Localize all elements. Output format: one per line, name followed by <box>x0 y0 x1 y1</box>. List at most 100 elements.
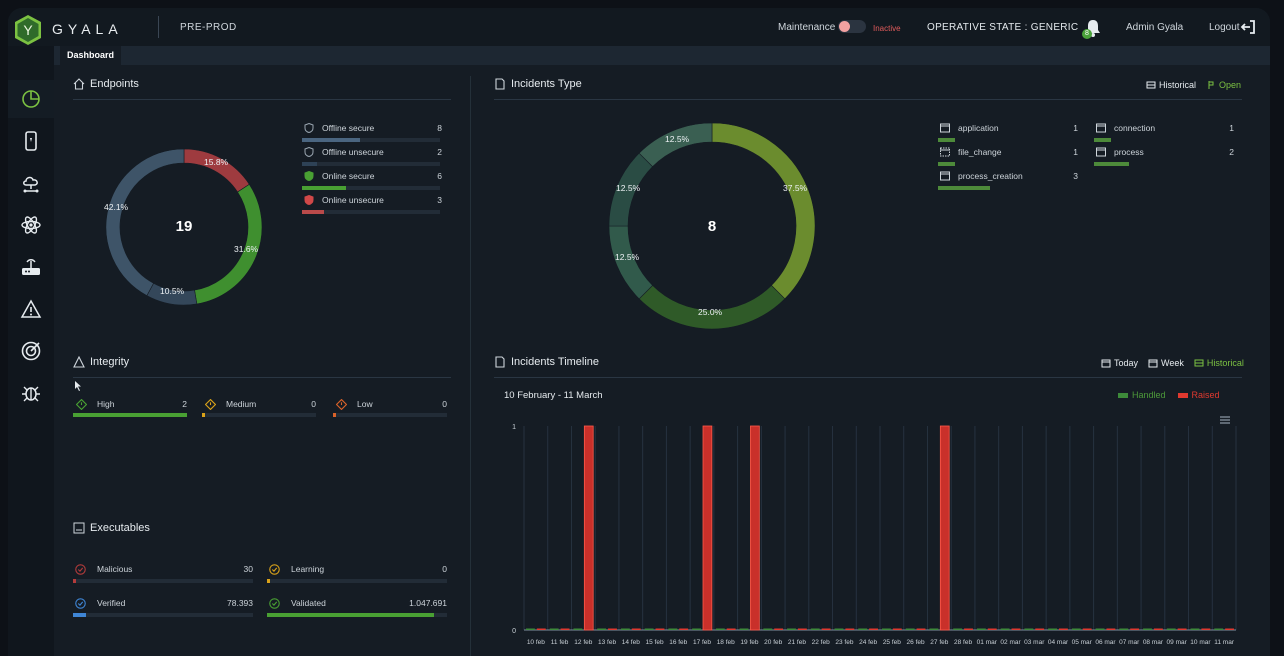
slice-online-unsecure[interactable] <box>183 148 250 193</box>
incident-type-file-change[interactable]: file_change 1 <box>938 147 1078 169</box>
user-name[interactable]: Admin Gyala <box>1126 22 1184 33</box>
bar-raised-06-mar[interactable] <box>1106 628 1116 631</box>
bar-raised-24-feb[interactable] <box>869 628 878 631</box>
bar-handled-24-feb[interactable] <box>858 628 868 631</box>
executables-validated[interactable]: Validated 1.047.691 <box>267 598 447 620</box>
maintenance-toggle[interactable] <box>838 20 866 33</box>
bar-handled-05-mar[interactable] <box>1071 628 1081 631</box>
filter-historical-timeline[interactable]: Historical <box>1194 358 1244 368</box>
bar-raised-19-feb[interactable] <box>750 425 760 631</box>
incident-type-process-creation[interactable]: process_creation 3 <box>938 171 1078 193</box>
endpoint-legend-online-secure[interactable]: Online secure 6 <box>302 171 442 193</box>
bar-handled-13-feb[interactable] <box>597 628 607 631</box>
bar-raised-26-feb[interactable] <box>916 628 926 631</box>
bar-raised-10-mar[interactable] <box>1201 628 1211 631</box>
logout-link[interactable]: Logout <box>1209 22 1240 33</box>
sidebar-item-alerts[interactable] <box>8 290 54 328</box>
bar-handled-12-feb[interactable] <box>573 628 583 631</box>
bar-raised-01-mar[interactable] <box>987 628 997 631</box>
bar-raised-21-feb[interactable] <box>797 628 807 631</box>
integrity-medium[interactable]: Medium 0 <box>202 399 316 419</box>
bar-handled-25-feb[interactable] <box>882 628 891 631</box>
bar-handled-09-mar[interactable] <box>1166 628 1176 631</box>
bar-raised-04-mar[interactable] <box>1059 628 1068 631</box>
bar-raised-18-feb[interactable] <box>726 628 736 631</box>
filter-open[interactable]: Open <box>1206 80 1241 90</box>
bar-raised-08-mar[interactable] <box>1153 628 1163 631</box>
executables-malicious[interactable]: Malicious 30 <box>73 564 253 586</box>
sidebar-item-atom[interactable] <box>8 206 54 244</box>
bar-raised-11-feb[interactable] <box>560 628 570 631</box>
bar-raised-12-feb[interactable] <box>583 425 594 631</box>
sidebar-item-devices[interactable] <box>8 122 54 160</box>
gyala-logo-icon[interactable]: Y <box>14 14 42 46</box>
slice-file-change[interactable] <box>638 122 713 168</box>
bar-raised-07-mar[interactable] <box>1130 628 1140 631</box>
incident-type-connection[interactable]: connection 1 <box>1094 123 1234 145</box>
bar-handled-06-mar[interactable] <box>1095 628 1105 631</box>
legend-raised[interactable]: Raised <box>1177 390 1220 400</box>
bar-handled-03-mar[interactable] <box>1024 628 1034 631</box>
bar-handled-11-mar[interactable] <box>1214 628 1224 631</box>
filter-historical[interactable]: Historical <box>1146 80 1196 90</box>
bar-raised-10-feb[interactable] <box>536 628 546 631</box>
logout-icon[interactable] <box>1240 19 1256 35</box>
bar-handled-28-feb[interactable] <box>953 628 963 631</box>
bar-raised-20-feb[interactable] <box>774 628 784 631</box>
bar-handled-08-mar[interactable] <box>1143 628 1152 631</box>
incident-type-process[interactable]: process 2 <box>1094 147 1234 169</box>
bar-handled-26-feb[interactable] <box>905 628 915 631</box>
bar-handled-23-feb[interactable] <box>834 628 844 631</box>
bar-raised-23-feb[interactable] <box>845 628 855 631</box>
bar-raised-09-mar[interactable] <box>1177 628 1187 631</box>
sidebar-item-threats[interactable] <box>8 374 54 412</box>
bar-handled-16-feb[interactable] <box>668 628 678 631</box>
executables-verified[interactable]: Verified 78.393 <box>73 598 253 620</box>
bar-raised-13-feb[interactable] <box>608 628 617 631</box>
endpoint-legend-offline-unsecure[interactable]: Offline unsecure 2 <box>302 147 442 169</box>
bar-handled-04-mar[interactable] <box>1048 628 1057 631</box>
bar-handled-02-mar[interactable] <box>1000 628 1010 631</box>
bar-raised-15-feb[interactable] <box>655 628 665 631</box>
bar-handled-22-feb[interactable] <box>810 628 820 631</box>
bar-raised-03-mar[interactable] <box>1035 628 1045 631</box>
bar-handled-17-feb[interactable] <box>692 628 701 631</box>
bar-raised-28-feb[interactable] <box>964 628 973 631</box>
bar-raised-11-mar[interactable] <box>1225 628 1234 631</box>
slice-offline-secure[interactable] <box>105 148 185 297</box>
bar-handled-11-feb[interactable] <box>549 628 559 631</box>
slice-application[interactable] <box>608 225 654 300</box>
sidebar-item-cloud[interactable] <box>8 164 54 202</box>
sidebar-item-router[interactable] <box>8 248 54 286</box>
integrity-low[interactable]: Low 0 <box>333 399 447 419</box>
bar-handled-18-feb[interactable] <box>715 628 725 631</box>
incident-type-application[interactable]: application 1 <box>938 123 1078 145</box>
endpoint-legend-offline-secure[interactable]: Offline secure 8 <box>302 123 442 145</box>
filter-week[interactable]: Week <box>1148 358 1184 368</box>
integrity-high[interactable]: High 2 <box>73 399 187 419</box>
chart-menu-icon[interactable] <box>1219 415 1231 425</box>
bar-handled-10-feb[interactable] <box>526 628 535 631</box>
bar-raised-17-feb[interactable] <box>702 425 713 631</box>
bar-handled-01-mar[interactable] <box>976 628 986 631</box>
bar-handled-07-mar[interactable] <box>1119 628 1129 631</box>
bar-handled-10-mar[interactable] <box>1190 628 1200 631</box>
slice-process-creation[interactable] <box>711 122 816 300</box>
tab-dashboard[interactable]: Dashboard <box>60 46 122 65</box>
bar-handled-20-feb[interactable] <box>763 628 773 631</box>
bar-handled-19-feb[interactable] <box>739 628 749 631</box>
executables-learning[interactable]: Learning 0 <box>267 564 447 586</box>
bar-raised-16-feb[interactable] <box>679 628 689 631</box>
bar-raised-14-feb[interactable] <box>631 628 641 631</box>
filter-today[interactable]: Today <box>1101 358 1138 368</box>
bar-raised-22-feb[interactable] <box>821 628 831 631</box>
bar-handled-27-feb[interactable] <box>929 628 939 631</box>
sidebar-item-targets[interactable] <box>8 332 54 370</box>
legend-handled[interactable]: Handled <box>1118 390 1166 400</box>
bar-handled-14-feb[interactable] <box>620 628 630 631</box>
bar-raised-05-mar[interactable] <box>1082 628 1092 631</box>
bar-raised-02-mar[interactable] <box>1011 628 1021 631</box>
bar-handled-21-feb[interactable] <box>787 628 796 631</box>
bar-handled-15-feb[interactable] <box>644 628 654 631</box>
bar-raised-27-feb[interactable] <box>939 425 950 631</box>
